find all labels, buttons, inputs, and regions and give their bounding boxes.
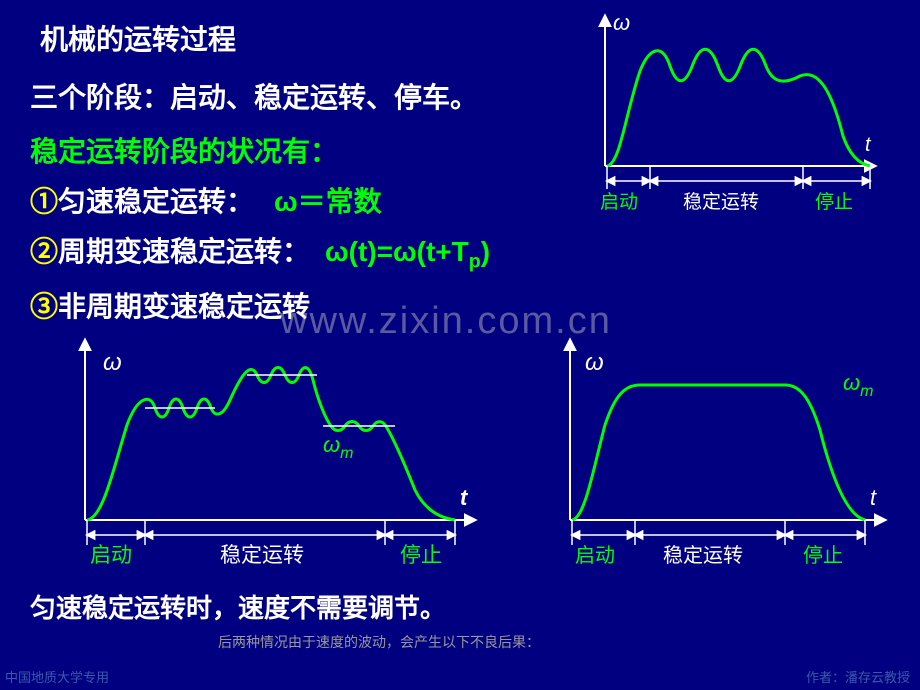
svg-text:稳定运转: 稳定运转 <box>683 191 759 213</box>
title-1: 机械的运转过程 <box>40 18 236 58</box>
item-3-num: ③ <box>30 291 58 322</box>
item-1-text: 匀速稳定运转： <box>58 186 254 217</box>
svg-text:ω: ω <box>103 349 122 376</box>
svg-text:停止: 停止 <box>400 544 442 567</box>
curve-br <box>572 385 865 520</box>
item-1: ①匀速稳定运转： ω＝常数 <box>30 180 382 220</box>
svg-text:启动: 启动 <box>600 191 638 213</box>
item-1-num: ① <box>30 186 58 217</box>
curve-top <box>607 49 870 166</box>
bottom-text: 匀速稳定运转时，速度不需要调节。 <box>30 588 446 625</box>
svg-text:t: t <box>870 485 877 510</box>
svg-text:ω: ω <box>585 349 604 376</box>
item-3-text: 非周期变速稳定运转 <box>58 291 310 322</box>
plot-bottom-right: ω t ωm 启动 稳定运转 停止 <box>545 330 905 580</box>
title-2: 三个阶段：启动、稳定运转、停车。 <box>30 76 478 116</box>
svg-text:启动: 启动 <box>90 544 132 567</box>
svg-text:t: t <box>865 134 872 156</box>
item-3: ③非周期变速稳定运转 <box>30 285 310 325</box>
steady-heading: 稳定运转阶段的状况有： <box>30 130 338 170</box>
footer-right: 作者：潘存云教授 <box>806 667 910 686</box>
svg-text:稳定运转: 稳定运转 <box>220 544 304 567</box>
svg-text:t: t <box>460 485 469 510</box>
svg-text:启动: 启动 <box>575 544 615 567</box>
plot-bottom-left: ω t ωm 启动 稳定运转 停止 <box>55 330 495 580</box>
svg-text:稳定运转: 稳定运转 <box>663 544 743 567</box>
item-2-text: 周期变速稳定运转： <box>58 236 310 267</box>
svg-text:停止: 停止 <box>803 544 843 567</box>
svg-text:停止: 停止 <box>815 191 853 213</box>
curve-bl <box>87 368 455 521</box>
small-text: 后两种情况由于速度的波动，会产生以下不良后果： <box>218 632 540 652</box>
svg-text:ωm: ωm <box>323 432 353 462</box>
svg-text:ωm: ωm <box>843 370 873 400</box>
footer-left: 中国地质大学专用 <box>5 667 109 686</box>
plot-top: ω t 启动 稳定运转 停止 <box>585 6 895 226</box>
item-2-num: ② <box>30 236 58 267</box>
item-1-eq: ω＝常数 <box>274 186 382 217</box>
svg-text:ω: ω <box>613 10 630 35</box>
item-2: ②周期变速稳定运转： ω(t)=ω(t+Tp) <box>30 230 490 274</box>
item-2-eq: ω(t)=ω(t+Tp) <box>325 236 490 267</box>
